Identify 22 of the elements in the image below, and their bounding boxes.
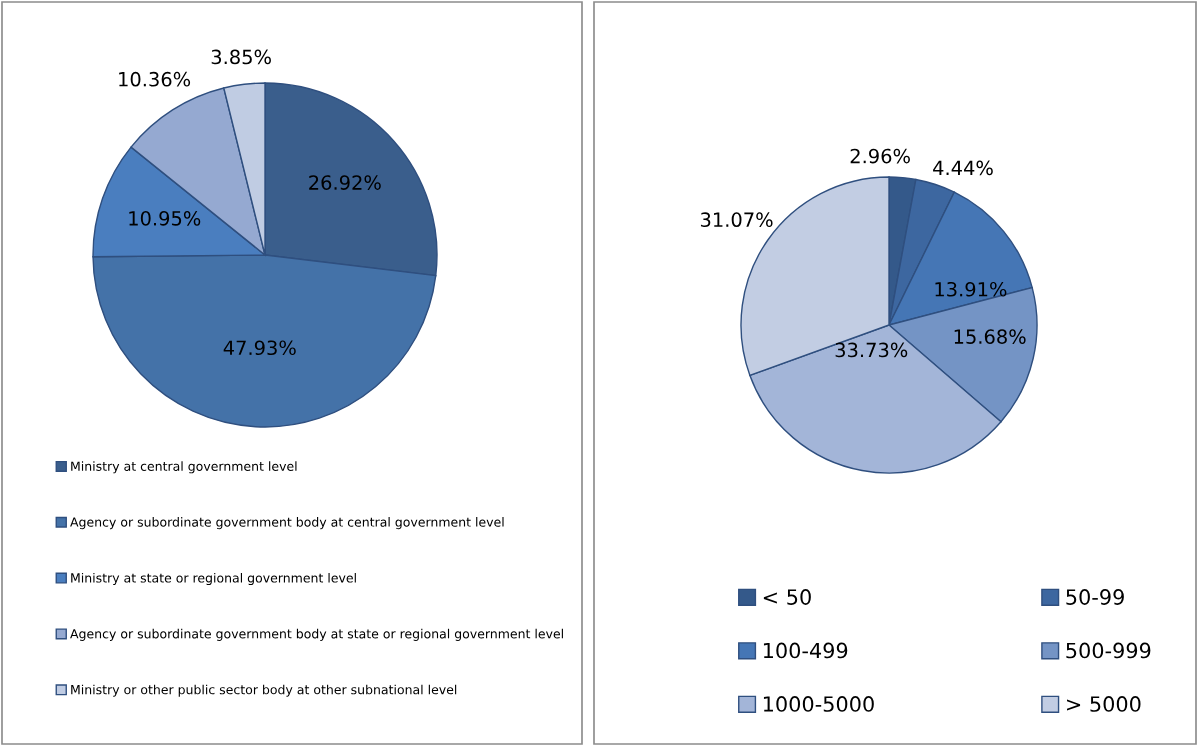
data-label: 47.93%: [223, 340, 296, 356]
legend-label: Ministry at state or regional government level: [71, 572, 356, 586]
data-label: 10.36%: [119, 71, 191, 87]
legend-label: Agency or subordinate government body at state or regional government level: [70, 628, 563, 641]
data-label: 2.96%: [850, 148, 910, 164]
data-label: 26.92%: [309, 175, 381, 190]
legend-label: Ministry at central government level: [71, 461, 297, 474]
legend-label: Ministry or other public sector body at other subnational level: [71, 684, 457, 697]
data-label: 31.07%: [700, 212, 773, 228]
legend-label: 1000-5000: [763, 696, 874, 712]
data-label: 15.68%: [954, 329, 1026, 344]
data-label: 4.44%: [933, 160, 993, 176]
data-label: 13.91%: [935, 281, 1007, 297]
legend-label: > 5000: [1067, 696, 1141, 712]
data-label: 3.85%: [211, 49, 271, 65]
legend-label: 50-99: [1066, 589, 1124, 605]
data-label: 33.73%: [835, 342, 908, 358]
legend-label: Agency or subordinate government body at central government level: [70, 517, 504, 530]
legend-label: < 50: [763, 589, 811, 605]
legend-label: 500-999: [1066, 642, 1151, 659]
data-label: 10.95%: [129, 210, 201, 226]
legend-label: 100-499: [763, 642, 848, 659]
